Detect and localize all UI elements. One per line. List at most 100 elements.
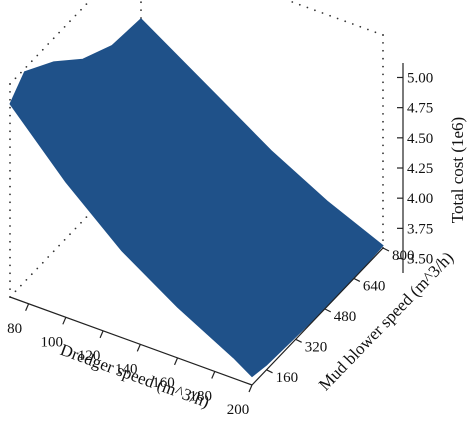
grid-dot-12 [9, 201, 11, 204]
grid-dot-39 [69, 20, 71, 23]
grid-dot-108 [80, 221, 82, 224]
grid-dot-125 [382, 223, 384, 226]
grid-dot-35 [47, 43, 50, 45]
y-tick-mark-160 [266, 369, 273, 374]
grid-dot-19 [9, 146, 11, 149]
grid-dot-116 [36, 267, 39, 270]
grid-dot-120 [14, 290, 17, 293]
grid-dot-20 [9, 138, 11, 141]
y-tick-label-320: 320 [305, 339, 328, 355]
y-tick-mark-320 [295, 338, 302, 343]
grid-dot-144 [382, 73, 384, 76]
grid-dot-155 [329, 14, 331, 17]
grid-dot-127 [382, 207, 384, 210]
grid-dot-5 [9, 256, 11, 259]
grid-dot-34 [41, 48, 44, 51]
grid-dot-9 [9, 225, 11, 227]
grid-dot-37 [58, 31, 60, 34]
x-tick-mark-80 [25, 303, 30, 312]
grid-dot-119 [20, 284, 22, 287]
z-tick-label-5.00: 5.00 [407, 71, 433, 87]
grid-dot-25 [9, 98, 11, 101]
cost-surface [9, 18, 384, 378]
grid-dot-137 [382, 128, 384, 131]
grid-dot-61 [140, 17, 142, 19]
grid-dot-33 [36, 54, 39, 57]
grid-dot-11 [9, 209, 11, 212]
grid-dot-124 [382, 231, 384, 234]
grid-dot-26 [9, 91, 11, 93]
z-tick-label-3.50: 3.50 [407, 252, 433, 268]
grid-dot-31 [25, 66, 28, 68]
y-tick-mark-800 [382, 247, 390, 252]
z-tick-label-4.50: 4.50 [407, 131, 433, 147]
grid-dot-143 [382, 81, 384, 84]
y-tick-label-640: 640 [363, 278, 386, 294]
grid-dot-109 [74, 227, 77, 230]
x-axis-title: Dredger speed (m^3/h) [58, 340, 212, 412]
grid-dot-147 [382, 49, 384, 52]
grid-dot-150 [291, 1, 294, 3]
grid-dot-131 [382, 176, 384, 178]
grid-dot-113 [52, 250, 55, 253]
grid-dot-7 [9, 240, 11, 243]
x-tick-label-140: 140 [115, 361, 138, 377]
z-tick-label-3.75: 3.75 [407, 221, 433, 237]
grid-dot-112 [58, 244, 60, 247]
x-tick-mark-100 [62, 317, 67, 325]
grid-dot-36 [52, 37, 55, 40]
grid-dot-2 [9, 280, 11, 283]
grid-dot-16 [9, 169, 11, 172]
grid-dot-132 [382, 168, 384, 171]
z-axis-title: Total cost (1e6) [448, 117, 467, 223]
grid-dot-4 [9, 264, 11, 267]
grid-dot-135 [382, 144, 384, 147]
z-tick-label-4.75: 4.75 [407, 101, 433, 117]
grid-dot-41 [80, 8, 82, 11]
grid-dot-24 [9, 106, 11, 109]
grid-dot-62 [140, 9, 142, 12]
grid-dot-38 [63, 26, 66, 28]
x-axis-line [9, 296, 253, 386]
grid-dot-129 [382, 191, 384, 194]
grid-dot-148 [382, 42, 384, 44]
grid-dot-22 [9, 122, 11, 125]
grid-dot-13 [9, 193, 11, 196]
grid-dot-28 [9, 83, 11, 85]
grid-dot-3 [9, 272, 11, 275]
grid-dot-40 [74, 14, 77, 17]
grid-dot-140 [382, 105, 384, 107]
grid-dot-30 [20, 71, 22, 74]
x-tick-label-180: 180 [190, 389, 213, 405]
grid-dot-21 [9, 130, 11, 133]
grid-dot-114 [47, 256, 50, 258]
grid-dot-159 [359, 25, 362, 28]
y-tick-label-160: 160 [276, 370, 299, 386]
grid-dot-128 [382, 199, 384, 202]
x-tick-label-100: 100 [41, 334, 64, 350]
grid-dot-141 [382, 97, 384, 99]
grid-dot-162 [382, 34, 384, 36]
z-tick-label-4.25: 4.25 [407, 161, 433, 177]
grid-dot-158 [351, 23, 354, 25]
grid-dot-8 [9, 233, 11, 235]
grid-dot-111 [63, 239, 66, 241]
y-tick-label-800: 800 [392, 248, 415, 264]
grid-dot-18 [9, 154, 11, 156]
y-axis-line [251, 247, 384, 386]
grid-dot-154 [321, 12, 324, 14]
y-tick-label-480: 480 [334, 309, 357, 325]
grid-dot-151 [298, 3, 301, 6]
grid-dot-10 [9, 217, 11, 220]
grid-dot-15 [9, 177, 11, 180]
grid-dot-133 [382, 160, 384, 163]
x-tick-mark-200 [248, 384, 253, 393]
grid-dot-118 [25, 279, 28, 281]
grid-dot-23 [9, 114, 11, 117]
z-tick-label-4.00: 4.00 [407, 191, 433, 207]
grid-dot-126 [382, 215, 384, 218]
x-tick-label-80: 80 [7, 321, 22, 337]
